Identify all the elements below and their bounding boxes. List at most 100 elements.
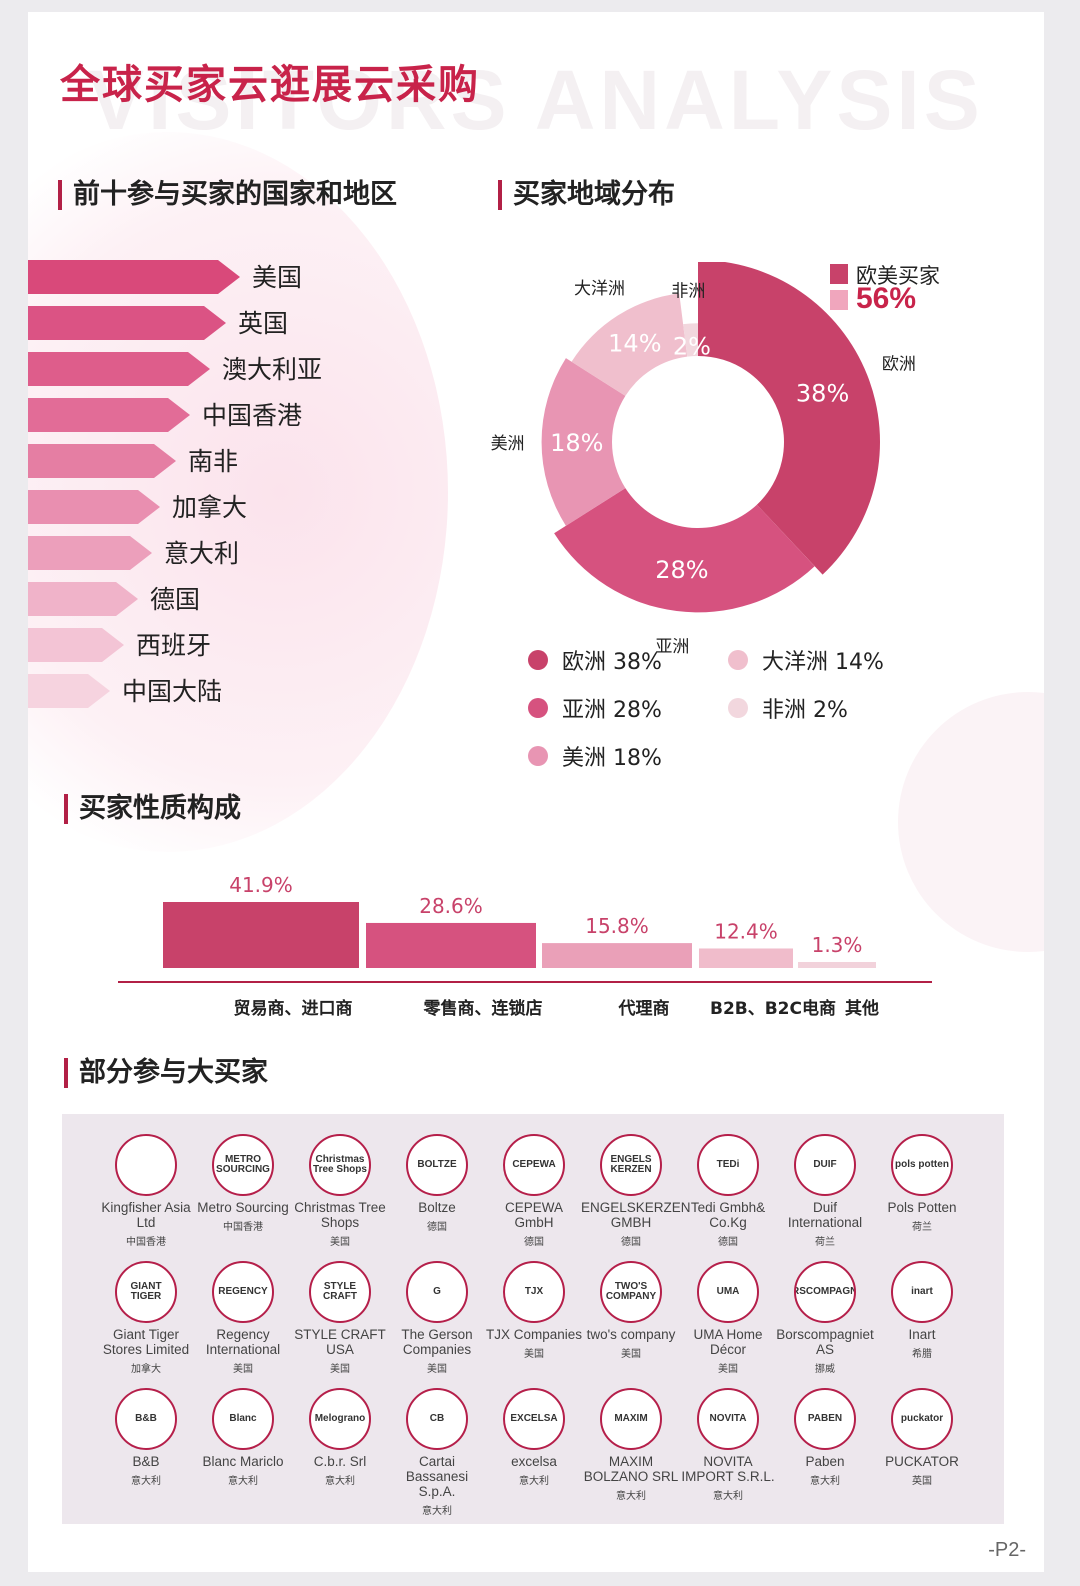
bar — [366, 922, 536, 968]
buyer-card: B&B B&B 意大利 — [96, 1388, 196, 1487]
buyer-name: NOVITA IMPORT S.R.L. — [681, 1454, 775, 1484]
buyer-name: Giant Tiger Stores Limited — [102, 1327, 190, 1357]
country-label: 德国 — [150, 585, 201, 614]
buyer-logo: METRO SOURCING — [212, 1134, 274, 1196]
buyer-name: MAXIM BOLZANO SRL — [583, 1454, 679, 1484]
legend-swatch — [728, 650, 748, 670]
legend-item: 欧洲 38% — [528, 644, 662, 676]
bar — [699, 948, 793, 968]
buyer-name: Blanc Mariclo — [202, 1454, 284, 1469]
rank-arrow-bar — [28, 490, 160, 524]
bar-category-label: 零售商、连锁店 — [423, 998, 543, 1019]
buyer-logo: NOVITA — [697, 1388, 759, 1450]
buyer-logo: BORSCOMPAGNIET — [794, 1261, 856, 1323]
donut-slice — [554, 488, 815, 613]
buyer-logo: PABEN — [794, 1388, 856, 1450]
buyer-name: The Gerson Companies — [401, 1327, 473, 1357]
buyer-logo: pols potten — [891, 1134, 953, 1196]
buyer-country: 美国 — [233, 1364, 253, 1375]
buyer-country: 意大利 — [131, 1476, 161, 1487]
buyer-country: 意大利 — [713, 1491, 743, 1502]
buyer-country: 中国香港 — [126, 1237, 166, 1248]
slice-value-label: 14% — [608, 329, 661, 357]
bar-category-label: B2B、B2C电商 — [710, 998, 836, 1019]
buyer-logo: puckator — [891, 1388, 953, 1450]
bar-value-label: 41.9% — [229, 873, 293, 897]
buyer-name: Borscompagniet AS — [776, 1327, 874, 1357]
buyer-country: 德国 — [621, 1237, 641, 1248]
legend-item: 亚洲 28% — [528, 692, 662, 724]
buyer-name: Duif International — [787, 1200, 863, 1230]
buyer-card: UMA UMA Home Décor 美国 — [678, 1261, 778, 1375]
buyer-card: TEDi Tedi Gmbh& Co.Kg 德国 — [678, 1134, 778, 1248]
rank-arrow-bar — [28, 582, 138, 616]
bar-value-label: 1.3% — [812, 933, 863, 957]
buyer-card: Melograno C.b.r. Srl 意大利 — [290, 1388, 390, 1487]
buyer-country: 加拿大 — [131, 1364, 161, 1375]
buyer-card: REGENCY Regency International 美国 — [193, 1261, 293, 1375]
countries-heading: 前十参与买家的国家和地区 — [58, 180, 397, 210]
buyer-logo: Christmas Tree Shops — [309, 1134, 371, 1196]
slice-region-label: 亚洲 — [655, 637, 689, 657]
buyer-card: Christmas Tree Shops Christmas Tree Shops… — [290, 1134, 390, 1248]
buyer-country: 意大利 — [228, 1476, 258, 1487]
buyer-country: 意大利 — [325, 1476, 355, 1487]
country-label: 美国 — [252, 263, 303, 292]
legend-swatch — [528, 746, 548, 766]
bar — [163, 902, 359, 968]
buyer-logo: ENGELS KERZEN — [600, 1134, 662, 1196]
buyer-country: 德国 — [718, 1237, 738, 1248]
country-label: 意大利 — [164, 539, 240, 568]
buyer-card: MAXIM MAXIM BOLZANO SRL 意大利 — [581, 1388, 681, 1502]
buyer-country: 意大利 — [422, 1506, 452, 1517]
buyer-types-heading: 买家性质构成 — [64, 794, 241, 824]
buyer-card: TJX TJX Companies 美国 — [484, 1261, 584, 1360]
buyer-logo: G — [406, 1261, 468, 1323]
buyer-card: BORSCOMPAGNIET Borscompagniet AS 挪威 — [775, 1261, 875, 1375]
buyer-country: 荷兰 — [815, 1237, 835, 1248]
rank-arrow-bar — [28, 444, 176, 478]
bar-category-label: 其他 — [845, 998, 879, 1019]
rank-arrow-bar — [28, 352, 210, 386]
badge-value: 56% — [856, 282, 917, 315]
buyer-logo: EXCELSA — [503, 1388, 565, 1450]
buyer-name: two's company — [586, 1327, 676, 1342]
buyer-name: ENGELSKERZEN GMBH — [581, 1200, 691, 1230]
country-label: 南非 — [188, 447, 239, 476]
title-watermark: VISITORS ANALYSIS — [88, 53, 984, 147]
buyer-logo: inart — [891, 1261, 953, 1323]
buyer-country: 希腊 — [912, 1349, 932, 1360]
brochure-page: VISITORS ANALYSIS 全球买家云逛展云采购 前十参与买家的国家和地… — [28, 12, 1044, 1572]
buyer-name: Inart — [908, 1327, 936, 1342]
buyer-name: C.b.r. Srl — [313, 1454, 367, 1469]
buyer-country: 美国 — [524, 1349, 544, 1360]
legend-swatch — [528, 650, 548, 670]
buyer-logo: Melograno — [309, 1388, 371, 1450]
buyer-card: TWO'S COMPANY two's company 美国 — [581, 1261, 681, 1360]
slice-value-label: 38% — [796, 380, 849, 408]
buyer-country: 意大利 — [616, 1491, 646, 1502]
buyer-country: 美国 — [621, 1349, 641, 1360]
donut-slice — [698, 262, 880, 575]
regions-heading: 买家地域分布 — [498, 180, 675, 210]
buyer-country: 美国 — [330, 1237, 350, 1248]
country-label: 中国香港 — [202, 401, 303, 430]
slice-region-label: 非洲 — [671, 281, 705, 301]
legend-item: 大洋洲 14% — [728, 644, 884, 676]
buyer-logo — [115, 1134, 177, 1196]
buyer-logo: MAXIM — [600, 1388, 662, 1450]
buyer-logo: CB — [406, 1388, 468, 1450]
bar-value-label: 28.6% — [419, 894, 483, 918]
buyer-card: Blanc Blanc Mariclo 意大利 — [193, 1388, 293, 1487]
buyers-heading: 部分参与大买家 — [64, 1058, 268, 1088]
country-label: 西班牙 — [136, 631, 212, 660]
buyer-name: STYLE CRAFT USA — [294, 1327, 386, 1357]
buyer-logo: CEPEWA — [503, 1134, 565, 1196]
buyer-card: GIANT TIGER Giant Tiger Stores Limited 加拿大 — [96, 1261, 196, 1375]
donut-slice — [571, 293, 688, 396]
buyer-logo: B&B — [115, 1388, 177, 1450]
rank-arrow-bar — [28, 628, 124, 662]
buyer-name: Tedi Gmbh& Co.Kg — [690, 1200, 766, 1230]
buyer-card: STYLE CRAFT STYLE CRAFT USA 美国 — [290, 1261, 390, 1375]
buyer-logo: TJX — [503, 1261, 565, 1323]
